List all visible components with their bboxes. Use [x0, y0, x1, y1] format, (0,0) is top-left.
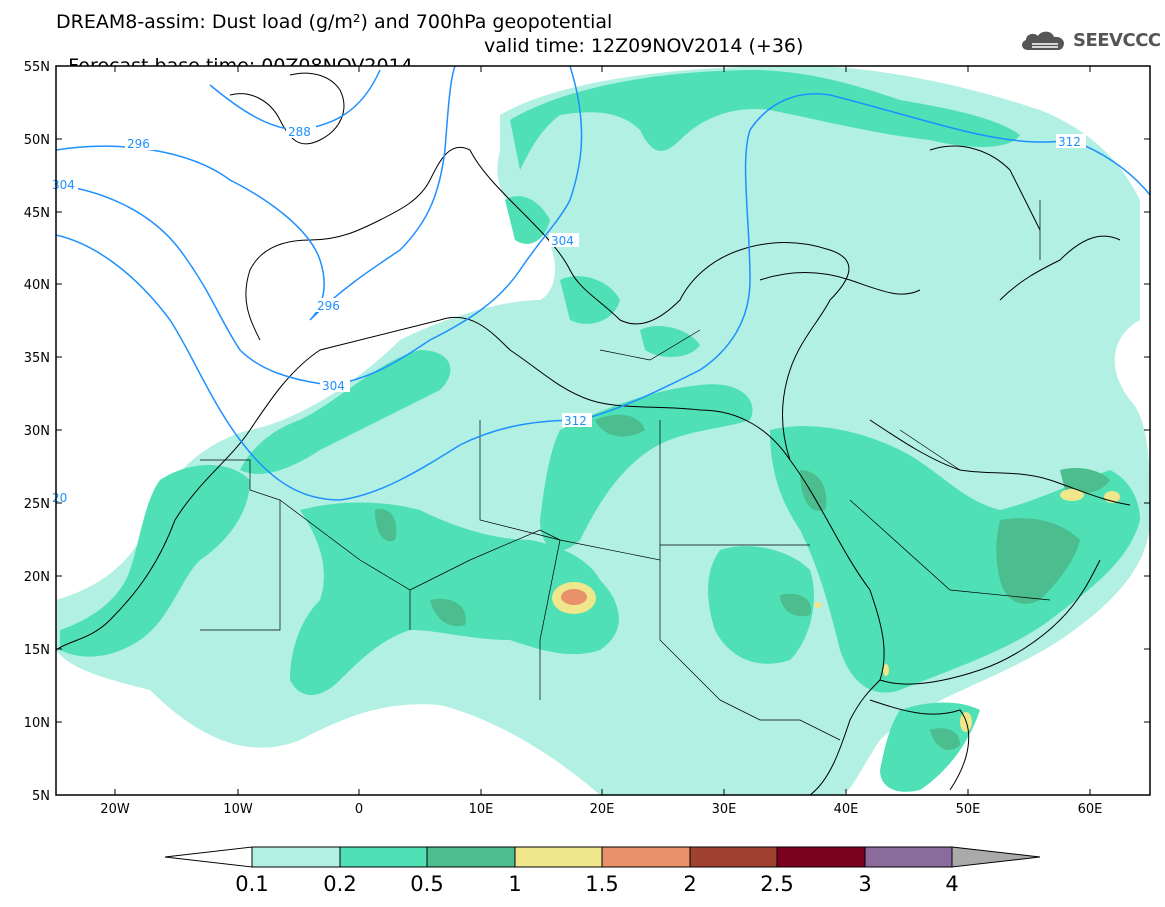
longitude-axis: 20W 10W 0 10E 20E 30E 40E 50E 60E: [100, 66, 1102, 817]
lat-label: 30N: [24, 424, 50, 439]
lat-label: 55N: [24, 60, 50, 75]
colorbar-label: 4: [945, 872, 958, 896]
colorbar-swatch: [426, 846, 516, 868]
colorbar-label: 1.5: [585, 872, 618, 896]
cloud-icon: [1022, 31, 1064, 50]
contour-label: 288: [288, 125, 311, 139]
lat-label: 40N: [24, 278, 50, 293]
lat-label: 5N: [32, 789, 50, 804]
coastlines: [56, 72, 1131, 795]
latitude-axis: 55N 50N 45N 40N 35N 30N 25N 20N 15N 10N …: [24, 60, 1150, 804]
colorbar-high-triangle: [951, 846, 1041, 868]
lon-label: 30E: [712, 802, 737, 817]
lat-label: 25N: [24, 497, 50, 512]
dust-dark-areas: [375, 414, 1110, 750]
lon-label: 60E: [1078, 802, 1103, 817]
lat-label: 15N: [24, 643, 50, 658]
colorbar-swatch: [776, 846, 866, 868]
contour-label: 296: [127, 137, 150, 151]
lon-label: 10E: [469, 802, 494, 817]
colorbar-label: 2.5: [760, 872, 793, 896]
valid-time: valid time: 12Z09NOV2014 (+36): [484, 35, 804, 57]
dust-medium-areas: [60, 70, 1140, 792]
contour-label: 312: [564, 414, 587, 428]
lat-label: 10N: [24, 716, 50, 731]
lat-label: 35N: [24, 351, 50, 366]
lon-label: 20W: [100, 802, 130, 817]
colorbar-swatch: [864, 846, 953, 868]
colorbar-label: 0.2: [323, 872, 356, 896]
colorbar-swatch: [601, 846, 691, 868]
colorbar-label: 1: [508, 872, 521, 896]
contour-labels: 296 288 304 296 304 312 304 312 20: [52, 124, 1086, 505]
lon-label: 20E: [590, 802, 615, 817]
colorbar-label: 0.1: [235, 872, 268, 896]
colorbar: [164, 846, 1041, 868]
contour-label: 296: [317, 299, 340, 313]
colorbar-swatch: [514, 846, 603, 868]
lon-label: 40E: [834, 802, 859, 817]
map-title: DREAM8-assim: Dust load (g/m²) and 700hP…: [56, 11, 613, 33]
country-borders: [200, 200, 1051, 741]
lon-label: 0: [355, 802, 363, 817]
colorbar-label: 0.5: [410, 872, 443, 896]
colorbar-low-triangle: [164, 846, 253, 868]
dust-fields: [56, 66, 1150, 795]
contour-label: 312: [1058, 135, 1081, 149]
contour-label: 304: [551, 234, 574, 248]
logo-text: SEEVCCC: [1073, 30, 1161, 51]
dust-high-areas: [552, 489, 1120, 732]
colorbar-labels: 0.1 0.2 0.5 1 1.5 2 2.5 3 4: [235, 872, 958, 896]
colorbar-swatch: [251, 846, 341, 868]
lat-label: 50N: [24, 133, 50, 148]
colorbar-swatch: [339, 846, 428, 868]
lon-label: 10W: [223, 802, 253, 817]
contour-label: 304: [52, 178, 75, 192]
colorbar-label: 2: [683, 872, 696, 896]
lon-label: 50E: [956, 802, 981, 817]
lat-label: 20N: [24, 570, 50, 585]
colorbar-swatch: [689, 846, 778, 868]
contour-label: 304: [322, 379, 345, 393]
lat-label: 45N: [24, 206, 50, 221]
colorbar-label: 3: [858, 872, 871, 896]
